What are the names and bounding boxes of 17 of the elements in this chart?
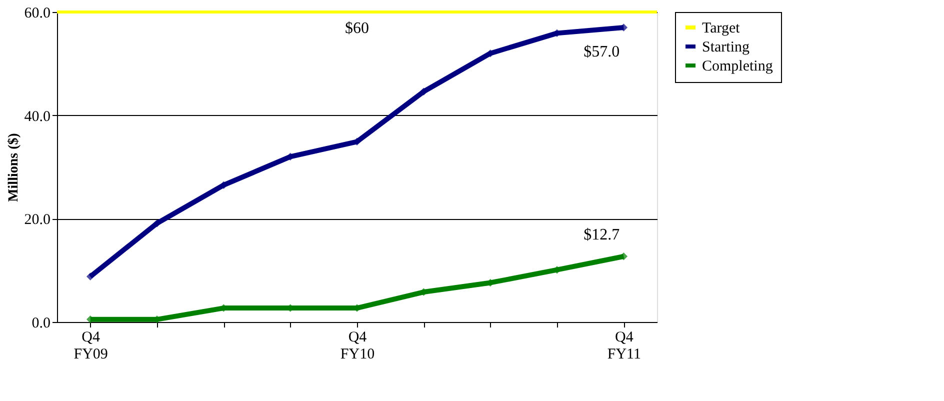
y-axis-title: Millions ($)	[6, 132, 22, 202]
y-tick-label: 0.0	[32, 316, 50, 332]
x-tick-label: Q4 FY11	[607, 330, 641, 362]
y-tick-label: 40.0	[24, 108, 50, 125]
legend-label: Completing	[702, 58, 774, 74]
point	[153, 219, 161, 228]
annotation: $60	[345, 20, 369, 37]
point	[86, 272, 94, 280]
x-tick-label: Q4 FY10	[340, 330, 375, 362]
legend-label: Starting	[702, 40, 750, 56]
legend-label: Target	[702, 20, 741, 36]
y-tick-label: 20.0	[24, 212, 50, 228]
point	[420, 88, 428, 96]
y-tick-label: 60.0	[24, 6, 50, 22]
x-tick-label: Q4 FY09	[74, 330, 108, 362]
annotation: $57.0	[584, 44, 620, 60]
annotation: $12.7	[584, 226, 620, 244]
